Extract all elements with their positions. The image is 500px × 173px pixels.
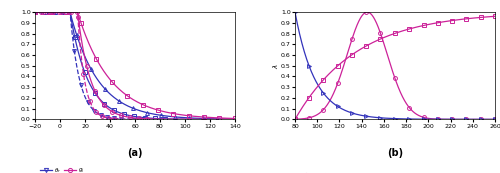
Text: (b): (b) xyxy=(387,148,403,158)
Text: (a): (a) xyxy=(127,148,143,158)
Y-axis label: $\lambda$: $\lambda$ xyxy=(270,63,280,69)
Legend: $p$, $p_j$, $w$: $p$, $p_j$, $w$ xyxy=(298,169,366,173)
Legend: $\theta_r$, $g$, $\theta_d$, $g_j$, $\theta_{rj}$, $\theta_{dj}=\theta_{rj}$: $\theta_r$, $g$, $\theta_d$, $g_j$, $\th… xyxy=(38,164,102,173)
